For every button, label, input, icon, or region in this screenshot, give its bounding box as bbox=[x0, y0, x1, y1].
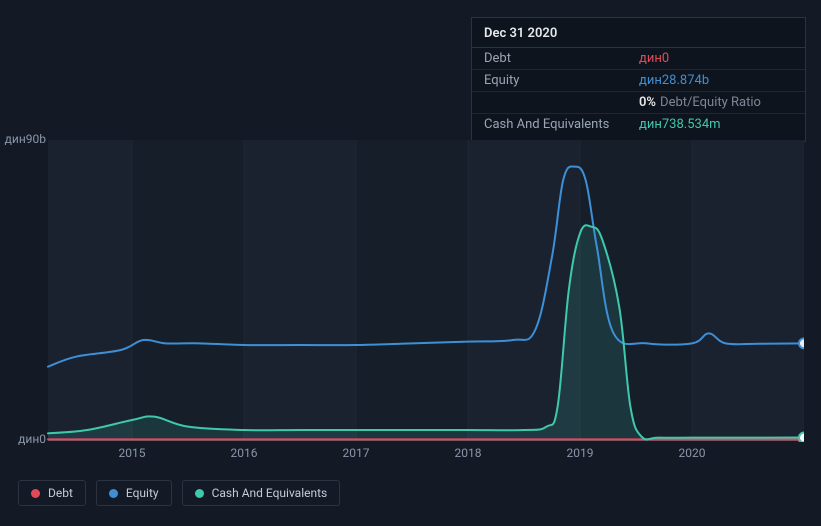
legend-item-equity[interactable]: Equity bbox=[96, 480, 172, 506]
tooltip-label-empty bbox=[484, 95, 639, 110]
legend-item-debt[interactable]: Debt bbox=[18, 480, 86, 506]
x-tick-label: 2018 bbox=[455, 446, 482, 460]
tooltip-value-debt: дин0 bbox=[639, 51, 793, 66]
tooltip-row-equity: Equity дин28.874b bbox=[472, 69, 805, 91]
legend-dot-icon bbox=[195, 489, 204, 498]
series-end-marker-cash bbox=[799, 433, 804, 442]
chart-legend: Debt Equity Cash And Equivalents bbox=[18, 480, 340, 506]
legend-label: Debt bbox=[48, 486, 73, 500]
series-end-marker-equity bbox=[799, 338, 804, 348]
x-tick-label: 2019 bbox=[567, 446, 594, 460]
chart-tooltip: Dec 31 2020 Debt дин0 Equity дин28.874b … bbox=[471, 17, 806, 142]
tooltip-value-ratio: 0%Debt/Equity Ratio bbox=[639, 95, 793, 110]
tooltip-row-cash: Cash And Equivalents дин738.534m bbox=[472, 113, 805, 135]
x-tick-label: 2016 bbox=[231, 446, 258, 460]
tooltip-row-debt: Debt дин0 bbox=[472, 47, 805, 69]
legend-label: Cash And Equivalents bbox=[212, 486, 328, 500]
tooltip-label: Equity bbox=[484, 73, 639, 88]
tooltip-row-ratio: 0%Debt/Equity Ratio bbox=[472, 91, 805, 113]
x-tick-label: 2020 bbox=[679, 446, 706, 460]
tooltip-value-equity: дин28.874b bbox=[639, 73, 793, 88]
tooltip-label: Cash And Equivalents bbox=[484, 117, 639, 132]
legend-label: Equity bbox=[126, 486, 159, 500]
legend-dot-icon bbox=[31, 489, 40, 498]
tooltip-date: Dec 31 2020 bbox=[472, 24, 805, 47]
tooltip-label: Debt bbox=[484, 51, 639, 66]
line-chart[interactable] bbox=[18, 140, 804, 442]
legend-dot-icon bbox=[109, 489, 118, 498]
x-tick-label: 2015 bbox=[119, 446, 146, 460]
x-tick-label: 2017 bbox=[343, 446, 370, 460]
legend-item-cash[interactable]: Cash And Equivalents bbox=[182, 480, 341, 506]
tooltip-value-cash: дин738.534m bbox=[639, 117, 793, 132]
